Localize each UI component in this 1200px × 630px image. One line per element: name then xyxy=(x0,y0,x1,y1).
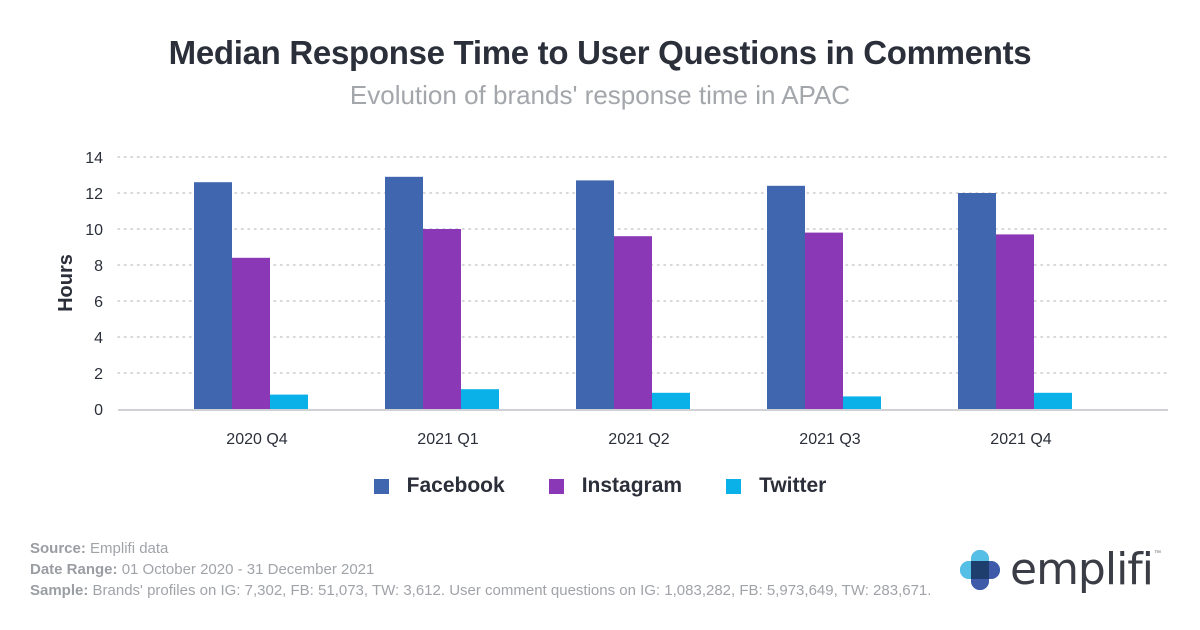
legend-swatch-facebook xyxy=(373,478,389,494)
bar-instagram-2021-q4 xyxy=(996,234,1034,409)
bar-facebook-2021-q3 xyxy=(767,185,805,409)
sample-value: Brands' profiles on IG: 7,302, FB: 51,07… xyxy=(88,582,932,599)
y-tick-label: 4 xyxy=(94,330,103,347)
emplifi-plus-logo-icon xyxy=(960,550,1000,590)
trademark-symbol: ™ xyxy=(1154,550,1162,557)
bar-instagram-2021-q1 xyxy=(423,229,461,409)
legend-item-instagram: Instagram xyxy=(548,474,683,498)
bar-facebook-2021-q2 xyxy=(576,180,614,409)
bar-facebook-2020-q4 xyxy=(194,182,232,409)
gridlines xyxy=(117,156,1169,374)
y-tick-label: 10 xyxy=(85,222,103,239)
x-tick-label: 2020 Q4 xyxy=(226,431,287,448)
source-line: Source: Emplifi data xyxy=(30,538,931,559)
bar-twitter-2021-q3 xyxy=(843,396,881,409)
date-range-label: Date Range: xyxy=(30,561,118,578)
bar-twitter-2020-q4 xyxy=(270,394,308,409)
x-tick-label: 2021 Q3 xyxy=(799,431,860,448)
date-range-line: Date Range: 01 October 2020 - 31 Decembe… xyxy=(30,559,931,580)
legend-item-facebook: Facebook xyxy=(373,474,505,498)
emplifi-wordmark: emplifi xyxy=(1010,544,1154,595)
legend: Facebook Instagram Twitter xyxy=(0,474,1200,498)
sample-line: Sample: Brands' profiles on IG: 7,302, F… xyxy=(30,580,931,601)
y-tick-label: 12 xyxy=(85,186,103,203)
bar-facebook-2021-q4 xyxy=(958,193,996,409)
y-tick-label: 6 xyxy=(94,294,103,311)
sample-label: Sample: xyxy=(30,582,89,599)
legend-label: Instagram xyxy=(581,474,683,497)
bar-instagram-2021-q3 xyxy=(805,232,843,409)
y-tick-label: 14 xyxy=(85,150,103,167)
legend-swatch-instagram xyxy=(548,478,564,494)
chart-subtitle: Evolution of brands' response time in AP… xyxy=(349,80,851,110)
source-label: Source: xyxy=(30,540,86,557)
legend-swatch-twitter xyxy=(726,478,742,494)
y-tick-label: 2 xyxy=(94,366,103,383)
x-tick-label: 2021 Q1 xyxy=(417,431,478,448)
bar-facebook-2021-q1 xyxy=(385,176,423,409)
bar-instagram-2021-q2 xyxy=(614,236,652,409)
bar-twitter-2021-q2 xyxy=(652,392,690,409)
legend-label: Twitter xyxy=(759,474,827,497)
footer-notes: Source: Emplifi data Date Range: 01 Octo… xyxy=(30,538,931,601)
source-value: Emplifi data xyxy=(85,540,169,557)
legend-label: Facebook xyxy=(406,474,505,497)
x-tick-label: 2021 Q4 xyxy=(990,431,1051,448)
x-tick-label: 2021 Q2 xyxy=(608,431,669,448)
bars xyxy=(194,176,1072,409)
bar-instagram-2020-q4 xyxy=(232,257,270,409)
y-axis-label: Hours xyxy=(55,254,77,312)
bar-twitter-2021-q1 xyxy=(461,389,499,409)
legend-item-twitter: Twitter xyxy=(726,474,826,498)
bar-twitter-2021-q4 xyxy=(1034,392,1072,409)
emplifi-logo: emplifi ™ xyxy=(958,548,1161,592)
x-axis-ticks: 2020 Q4 2021 Q1 2021 Q2 2021 Q3 2021 Q4 xyxy=(226,431,1051,448)
y-tick-label: 8 xyxy=(94,258,103,275)
chart-title: Median Response Time to User Questions i… xyxy=(168,34,1032,71)
date-range-value: 01 October 2020 - 31 December 2021 xyxy=(117,561,375,578)
y-tick-label: 0 xyxy=(94,402,103,419)
y-axis-ticks: 0 2 4 6 8 10 12 14 xyxy=(85,150,103,419)
